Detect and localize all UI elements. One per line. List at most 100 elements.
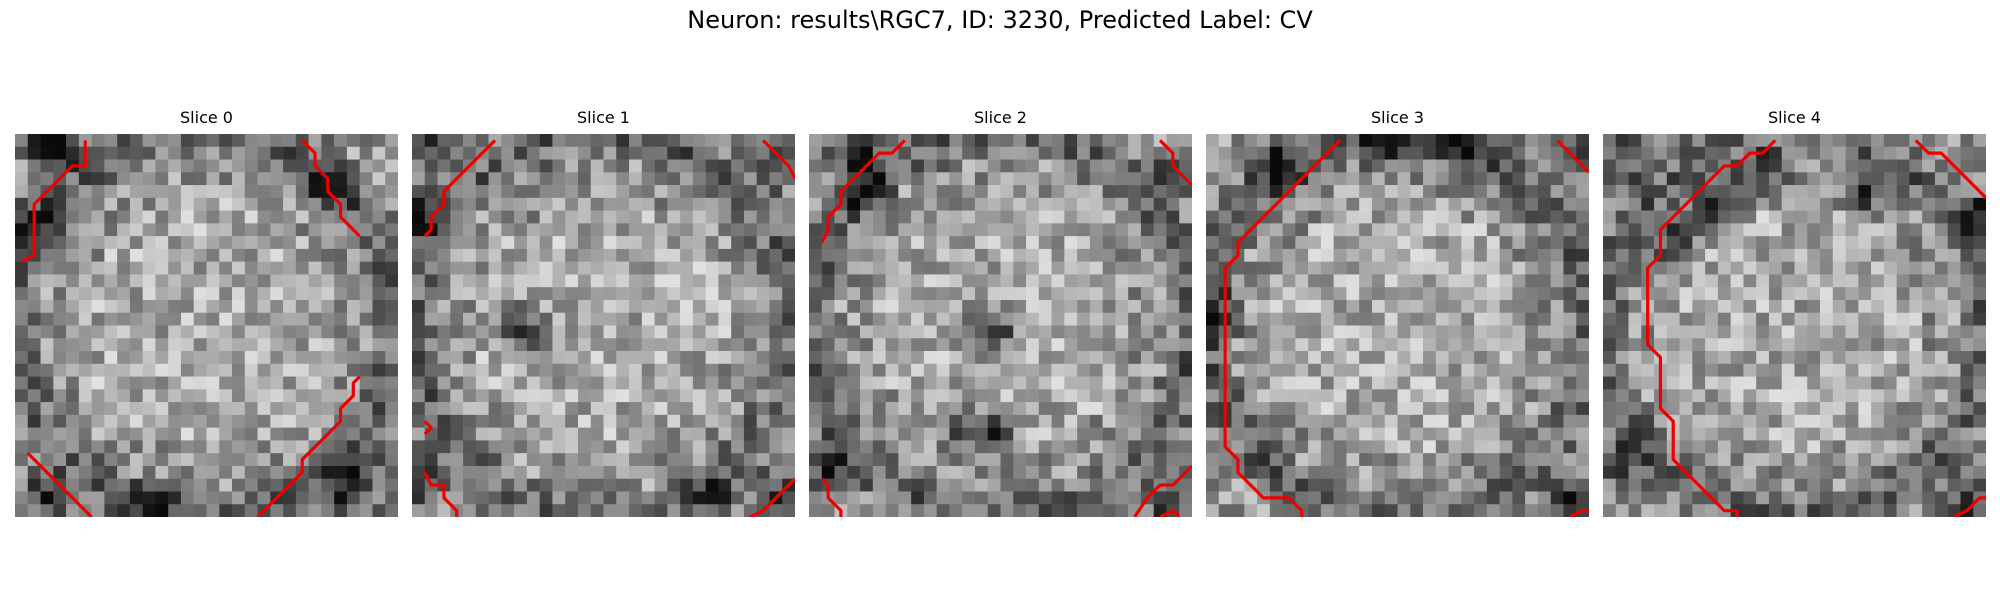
pixel (1781, 363, 1795, 377)
pixel (1679, 274, 1693, 288)
pixel (821, 440, 835, 454)
pixel (847, 453, 861, 467)
pixel (590, 338, 604, 352)
pixel (731, 414, 745, 428)
pixel (603, 248, 617, 262)
pixel (552, 491, 566, 505)
pixel (412, 465, 426, 479)
pixel (295, 376, 309, 390)
pixel (718, 236, 732, 250)
pixel (1512, 223, 1526, 237)
pixel (257, 185, 271, 199)
pixel (1206, 414, 1220, 428)
pixel (1000, 236, 1014, 250)
pixel (1666, 172, 1680, 186)
pixel (1038, 274, 1052, 288)
pixel (1026, 159, 1040, 173)
pixel (514, 134, 528, 148)
pixel (782, 338, 795, 352)
pixel (756, 491, 770, 505)
pixel (1140, 414, 1154, 428)
pixel (180, 389, 194, 403)
pixel (1603, 248, 1617, 262)
pixel (1371, 389, 1385, 403)
pixel (1934, 363, 1948, 377)
pixel (372, 427, 386, 441)
pixel (1730, 172, 1744, 186)
pixel (1166, 299, 1180, 313)
pixel (308, 197, 322, 211)
pixel (1410, 236, 1424, 250)
pixel (1257, 146, 1271, 160)
pixel (1064, 197, 1078, 211)
pixel (168, 376, 182, 390)
pixel (1615, 248, 1629, 262)
pixel (834, 465, 848, 479)
pixel (1461, 491, 1475, 505)
pixel (911, 159, 925, 173)
pixel (1153, 146, 1167, 160)
pixel (1077, 248, 1091, 262)
pixel (1603, 172, 1617, 186)
pixel (1371, 465, 1385, 479)
pixel (539, 197, 553, 211)
pixel (1666, 159, 1680, 173)
pixel (1153, 197, 1167, 211)
pixel (769, 223, 783, 237)
pixel (244, 402, 258, 416)
pixel (1013, 210, 1027, 224)
pixel (769, 210, 783, 224)
pixel (1499, 312, 1513, 326)
pixel (847, 134, 861, 148)
pixel (1461, 389, 1475, 403)
pixel (1883, 299, 1897, 313)
pixel (475, 299, 489, 313)
pixel (1384, 312, 1398, 326)
pixel (1206, 427, 1220, 441)
pixel (936, 223, 950, 237)
pixel (680, 172, 694, 186)
pixel (705, 299, 719, 313)
pixel (501, 274, 515, 288)
pixel (346, 504, 360, 517)
pixel (743, 172, 757, 186)
pixel (590, 389, 604, 403)
pixel (885, 504, 899, 517)
pixel (1308, 274, 1322, 288)
pixel (475, 402, 489, 416)
pixel (1794, 185, 1808, 199)
pixel (1641, 440, 1655, 454)
pixel (1461, 287, 1475, 301)
pixel (1077, 261, 1091, 275)
pixel (244, 223, 258, 237)
pixel (501, 414, 515, 428)
pixel (1705, 338, 1719, 352)
pixel (117, 134, 131, 148)
pixel (475, 338, 489, 352)
pixel (1973, 261, 1986, 275)
pixel (1346, 363, 1360, 377)
pixel (590, 376, 604, 390)
pixel (1077, 287, 1091, 301)
pixel (1641, 185, 1655, 199)
pixel (463, 491, 477, 505)
pixel (1679, 478, 1693, 492)
pixel (1013, 197, 1027, 211)
pixel (91, 325, 105, 339)
pixel (1781, 465, 1795, 479)
pixel (257, 236, 271, 250)
pixel (1282, 504, 1296, 517)
pixel (1705, 236, 1719, 250)
pixel (911, 376, 925, 390)
pixel (1973, 236, 1986, 250)
pixel (308, 185, 322, 199)
pixel (987, 427, 1001, 441)
pixel (654, 478, 668, 492)
pixel (949, 210, 963, 224)
pixel (847, 210, 861, 224)
pixel (1756, 363, 1770, 377)
pixel (463, 312, 477, 326)
pixel (1089, 414, 1103, 428)
pixel (168, 465, 182, 479)
pixel (1064, 236, 1078, 250)
